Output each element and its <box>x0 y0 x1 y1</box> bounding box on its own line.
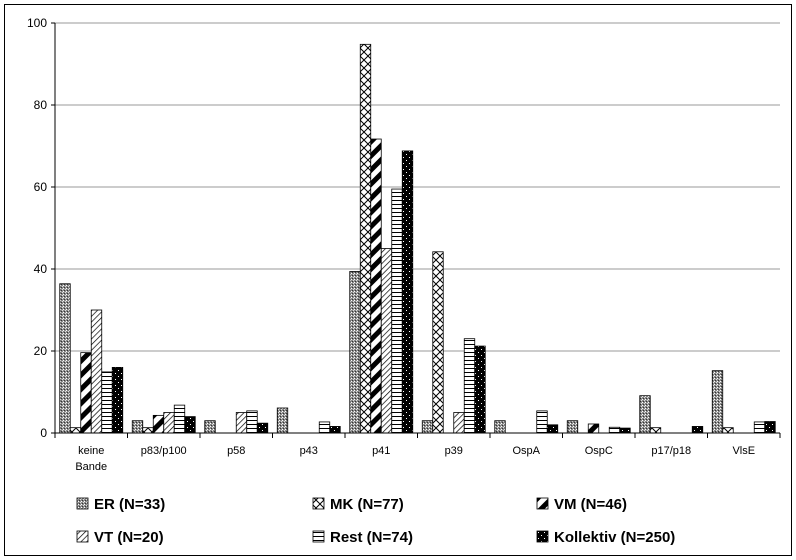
bar-vm-1 <box>152 414 165 434</box>
bar-koll-7 <box>619 427 631 434</box>
bar-rest-4 <box>391 188 403 434</box>
legend-label: MK (N=77) <box>330 496 404 513</box>
bar-rest-2 <box>246 410 258 434</box>
bar-er-8 <box>639 395 651 434</box>
x-tick-label: p83/p100 <box>141 445 187 457</box>
x-tick-label: VlsE <box>732 445 755 457</box>
legend-swatch <box>312 530 325 543</box>
bar-mk-1 <box>142 427 154 434</box>
bar-koll-3 <box>329 426 341 434</box>
bar-vm-7 <box>587 423 600 434</box>
legend-label: Rest (N=74) <box>330 529 413 546</box>
bar-er-6 <box>494 420 506 434</box>
bar-mk-4 <box>359 43 372 434</box>
axes: 0 20 40 60 80 100 keine Bande p83/p100 p58 p43 p41 p… <box>27 16 781 473</box>
bar-koll-2 <box>256 422 269 434</box>
bar-mk-5 <box>432 251 444 434</box>
bar-rest-1 <box>173 404 186 434</box>
bar-mk-8 <box>649 427 662 434</box>
bar-vm-0 <box>80 352 92 434</box>
bar-er-7 <box>566 420 579 434</box>
y-tick-label: 100 <box>27 16 47 30</box>
bar-er-3 <box>276 407 289 434</box>
x-tick-label: OspC <box>585 445 613 457</box>
bar-koll-8 <box>691 426 704 434</box>
bar-vt-4 <box>380 248 393 434</box>
legend: ER (N=33) MK (N=77) VM (N=46) VT (N=20) Rest… <box>76 496 675 546</box>
legend-swatch <box>536 530 549 543</box>
legend-label: ER (N=33) <box>94 496 165 513</box>
gridlines <box>55 22 780 352</box>
legend-swatch <box>312 497 325 510</box>
bar-er-2 <box>204 420 216 434</box>
bar-rest-0 <box>101 371 113 434</box>
bar-vm-4 <box>370 138 382 434</box>
bar-er-4 <box>349 271 361 434</box>
bar-vt-2 <box>235 412 248 434</box>
bar-rest-7 <box>608 426 621 434</box>
x-tick-label: keine Bande <box>75 445 107 473</box>
y-tick-label: 20 <box>34 344 48 358</box>
bar-mk-0 <box>69 427 82 434</box>
bar-koll-4 <box>401 150 414 434</box>
legend-swatch <box>536 497 549 510</box>
x-tick-label: OspA <box>512 445 540 457</box>
x-tick-label: p17/p18 <box>651 445 691 457</box>
x-tick-label: p43 <box>300 445 318 457</box>
x-tick-label: p39 <box>445 445 463 457</box>
bar-koll-6 <box>546 424 559 434</box>
legend-label: VM (N=46) <box>554 496 627 513</box>
bar-mk-9 <box>722 427 734 434</box>
y-tick-label: 80 <box>34 98 48 112</box>
bar-vt-0 <box>90 309 103 434</box>
x-tick-label: p41 <box>372 445 390 457</box>
y-tick-label: 40 <box>34 262 48 276</box>
bar-rest-9 <box>753 421 766 434</box>
bar-koll-1 <box>184 416 196 434</box>
legend-label: VT (N=20) <box>94 529 164 546</box>
bar-er-9 <box>711 370 724 434</box>
bar-er-0 <box>59 283 71 434</box>
bars <box>59 43 776 434</box>
bar-rest-5 <box>463 338 476 434</box>
legend-swatch <box>76 497 89 510</box>
bar-rest-3 <box>318 421 331 434</box>
bar-koll-5 <box>474 345 486 434</box>
bar-vt-5 <box>453 412 465 434</box>
bar-er-5 <box>421 420 434 434</box>
bar-koll-9 <box>764 421 776 434</box>
bar-vt-1 <box>163 412 175 434</box>
bar-er-1 <box>131 420 144 434</box>
bar-rest-6 <box>536 410 548 434</box>
legend-label: Kollektiv (N=250) <box>554 529 675 546</box>
y-tick-label: 60 <box>34 180 48 194</box>
y-tick-label: 0 <box>40 426 47 440</box>
bar-koll-0 <box>111 366 124 434</box>
legend-swatch <box>76 530 89 543</box>
x-tick-label: p58 <box>227 445 245 457</box>
